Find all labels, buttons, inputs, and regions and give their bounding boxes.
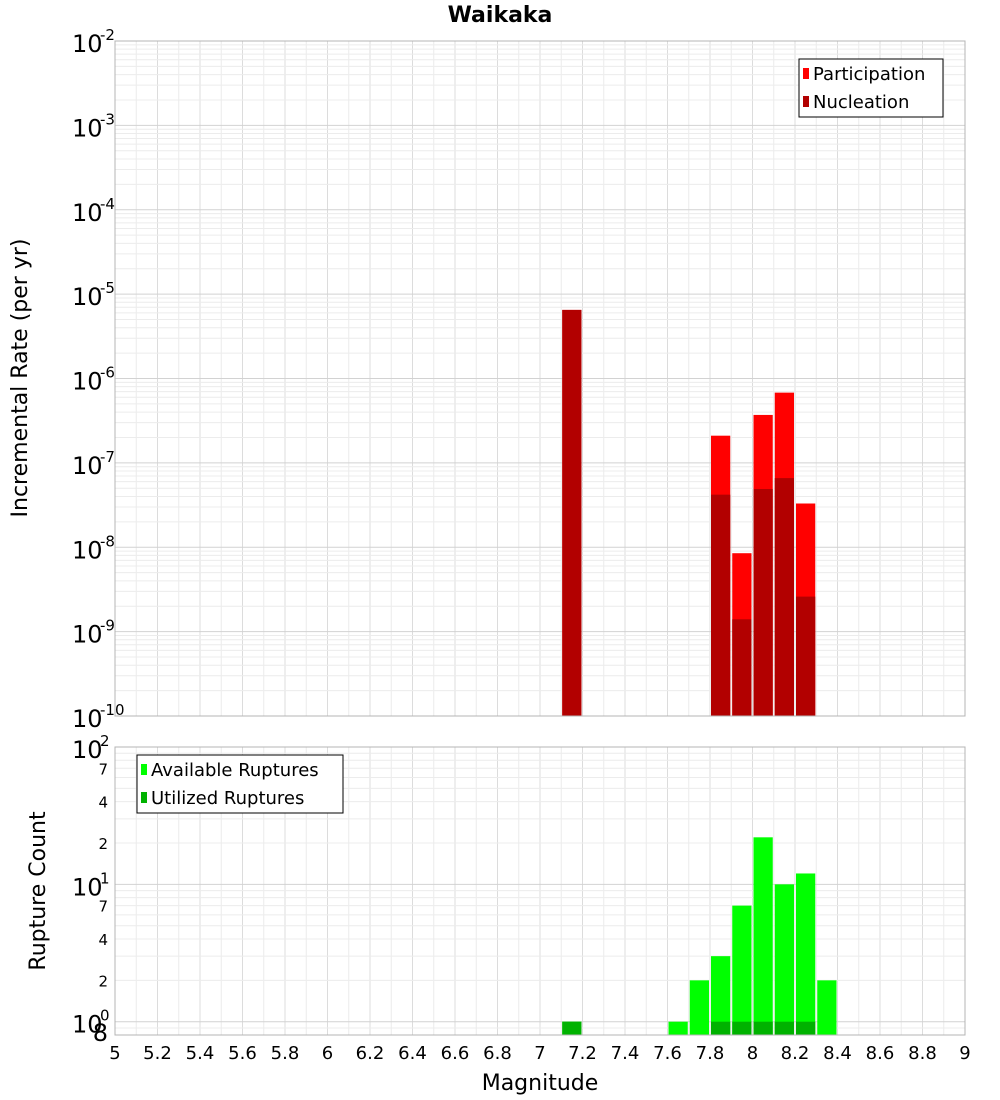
y-minor-tick-label: 7 (98, 898, 108, 916)
y-axis-label-bottom: Rupture Count (26, 811, 51, 971)
y-tick-label: 10 (72, 283, 103, 311)
x-tick-label: 8.2 (781, 1043, 810, 1064)
x-tick-label: 5.4 (186, 1043, 215, 1064)
legend-label: Nucleation (813, 92, 909, 113)
nucleation-bar (711, 494, 731, 716)
y-tick-exponent: -9 (100, 617, 115, 635)
y-axis-label-top: Incremental Rate (per yr) (8, 239, 33, 518)
x-tick-label: 5.8 (271, 1043, 300, 1064)
legend-label: Participation (813, 64, 925, 85)
x-tick-label: 7.6 (653, 1043, 682, 1064)
top-plot-frame (114, 40, 966, 717)
available-ruptures-bar (732, 905, 752, 1035)
available-ruptures-bar (668, 1021, 688, 1035)
y-tick-label: 10 (72, 114, 103, 142)
y-minor-tick-label: 4 (98, 931, 108, 949)
y-tick-exponent: -10 (100, 701, 125, 719)
y-tick-exponent: 1 (100, 869, 110, 887)
legend-swatch (803, 96, 809, 107)
x-tick-label: 6 (322, 1043, 333, 1064)
x-axis-label: Magnitude (482, 1071, 599, 1096)
utilized-ruptures-bar (711, 1021, 731, 1035)
utilized-ruptures-bar (732, 1021, 752, 1035)
nucleation-bar (562, 309, 582, 716)
available-ruptures-bar (817, 980, 837, 1035)
utilized-ruptures-bar (753, 1021, 773, 1035)
available-ruptures-bar (753, 837, 773, 1035)
y-tick-exponent: -4 (100, 195, 115, 213)
x-tick-label: 6.2 (356, 1043, 385, 1064)
x-tick-label: 8 (747, 1043, 758, 1064)
legend-label: Utilized Ruptures (151, 788, 304, 809)
x-tick-label: 6.8 (483, 1043, 512, 1064)
nucleation-bar (774, 478, 794, 716)
available-ruptures-bar (774, 884, 794, 1035)
y-tick-exponent: 0 (100, 1007, 110, 1025)
x-tick-label: 8.6 (866, 1043, 895, 1064)
utilized-ruptures-bar (796, 1021, 816, 1035)
x-tick-label: 5.6 (228, 1043, 257, 1064)
nucleation-bar (796, 596, 816, 716)
legend-label: Available Ruptures (151, 760, 319, 781)
y-tick-exponent: -6 (100, 364, 115, 382)
y-tick-label: 10 (72, 452, 103, 480)
x-tick-label: 5.2 (143, 1043, 172, 1064)
chart-title: Waikaka (448, 3, 553, 28)
x-tick-label: 9 (959, 1043, 970, 1064)
available-ruptures-bar (711, 956, 731, 1035)
y-tick-exponent: -5 (100, 279, 115, 297)
x-tick-label: 7.4 (611, 1043, 640, 1064)
utilized-ruptures-bar (774, 1021, 794, 1035)
utilized-ruptures-bar (562, 1021, 582, 1035)
y-tick-exponent: -8 (100, 532, 115, 550)
y-tick-label: 10 (72, 1011, 103, 1039)
x-tick-label: 7.2 (568, 1043, 597, 1064)
y-tick-label: 10 (72, 705, 103, 733)
x-tick-label: 7 (534, 1043, 545, 1064)
legend-bottom (136, 754, 344, 814)
available-ruptures-bar (689, 980, 709, 1035)
x-tick-label: 8.4 (823, 1043, 852, 1064)
available-ruptures-bar (796, 873, 816, 1035)
legend-swatch (803, 68, 809, 79)
y-minor-tick-label: 2 (98, 972, 108, 990)
y-minor-tick-label: 8 (93, 1019, 108, 1047)
y-tick-label: 10 (72, 199, 103, 227)
y-tick-exponent: 2 (100, 732, 110, 750)
nucleation-bar (753, 489, 773, 716)
y-tick-label: 10 (72, 536, 103, 564)
y-tick-label: 10 (72, 621, 103, 649)
legend-swatch (141, 764, 147, 775)
bottom-plot-frame (114, 746, 966, 1036)
y-minor-tick-label: 4 (98, 794, 108, 812)
y-tick-exponent: -2 (100, 26, 115, 44)
y-minor-tick-label: 2 (98, 835, 108, 853)
y-tick-label: 10 (72, 873, 103, 901)
y-minor-tick-label: 7 (98, 760, 108, 778)
y-tick-label: 10 (72, 30, 103, 58)
nucleation-bar (732, 619, 752, 716)
x-tick-label: 8.8 (908, 1043, 937, 1064)
legend-top (798, 58, 944, 118)
x-tick-label: 5 (109, 1043, 120, 1064)
y-tick-exponent: -7 (100, 448, 115, 466)
y-tick-label: 10 (72, 736, 103, 764)
y-tick-exponent: -3 (100, 110, 115, 128)
legend-swatch (141, 792, 147, 803)
x-tick-label: 7.8 (696, 1043, 725, 1064)
x-tick-label: 6.4 (398, 1043, 427, 1064)
x-tick-label: 6.6 (441, 1043, 470, 1064)
y-tick-label: 10 (72, 368, 103, 396)
